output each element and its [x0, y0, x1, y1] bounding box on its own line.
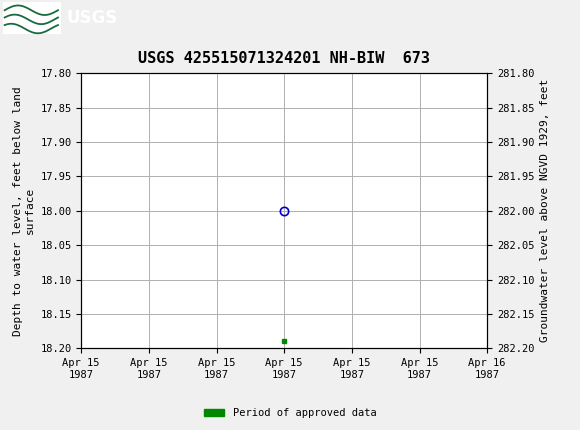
- Title: USGS 425515071324201 NH-BIW  673: USGS 425515071324201 NH-BIW 673: [138, 51, 430, 66]
- Y-axis label: Groundwater level above NGVD 1929, feet: Groundwater level above NGVD 1929, feet: [540, 79, 550, 342]
- Y-axis label: Depth to water level, feet below land
surface: Depth to water level, feet below land su…: [13, 86, 35, 335]
- Legend: Period of approved data: Period of approved data: [200, 404, 380, 423]
- Bar: [3, 2, 61, 34]
- Text: USGS: USGS: [67, 9, 118, 27]
